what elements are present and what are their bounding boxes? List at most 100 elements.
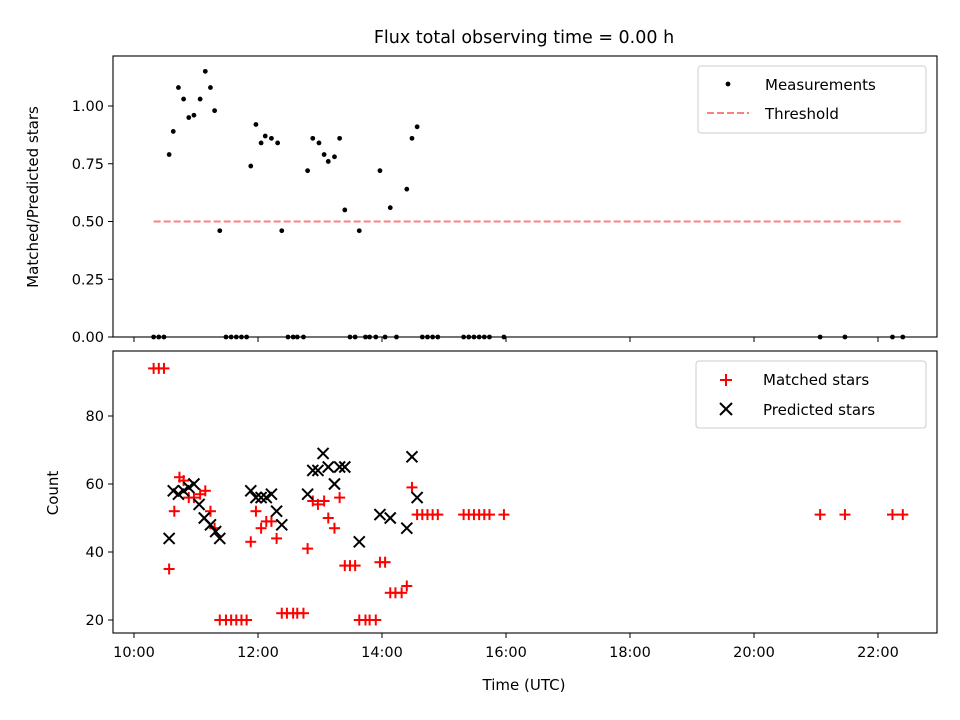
matched-star-point: [178, 475, 190, 487]
predicted-star-point: [306, 464, 319, 477]
measurement-point: [387, 205, 393, 211]
measurement-point: [258, 140, 264, 146]
matched-star-point: [158, 362, 170, 374]
matched-star-point: [241, 614, 253, 626]
predicted-star-point: [328, 477, 341, 491]
matched-star-point: [396, 587, 408, 599]
matched-star-point: [322, 512, 334, 524]
bottom-x-tick-label: 10:00: [113, 645, 155, 661]
legend-label-measurements: Measurements: [765, 76, 876, 94]
measurement-point: [305, 168, 310, 174]
measurement-point: [217, 228, 223, 234]
matched-star-point: [432, 509, 444, 521]
legend-label-predicted: Predicted stars: [763, 401, 875, 419]
measurement-point: [191, 112, 197, 118]
measurement-point: [248, 163, 254, 169]
bottom-y-ticks: 20 40 60 80: [86, 409, 113, 629]
top-legend-box: [697, 65, 927, 134]
bottom-y-axis-label: Count: [44, 471, 62, 516]
bottom-y-tick-label: 80: [86, 409, 104, 425]
top-y-tick-label: 0.50: [72, 215, 104, 231]
matched-star-point: [168, 505, 180, 517]
matched-star-point: [498, 509, 510, 521]
predicted-star-point: [192, 498, 206, 511]
measurement-point: [409, 135, 415, 141]
measurement-point: [197, 96, 203, 102]
matched-star-point: [839, 509, 851, 521]
measurement-point: [166, 152, 172, 157]
measurement-point: [181, 96, 187, 102]
matched-star-point: [334, 492, 346, 504]
predicted-star-point: [333, 460, 346, 474]
legend-label-matched: Matched stars: [763, 371, 869, 389]
predicted-star-point: [410, 491, 424, 504]
predicted-star-point: [373, 508, 387, 521]
bottom-x-tick-label: 12:00: [237, 645, 279, 661]
predicted-star-point: [249, 491, 263, 504]
predicted-star-point: [322, 460, 335, 474]
legend-marker-predicted: [719, 402, 733, 416]
predicted-star-point: [275, 518, 288, 532]
predicted-star-point: [213, 532, 226, 545]
predicted-star-point: [338, 460, 352, 474]
bottom-y-tick-label: 60: [86, 477, 104, 493]
bottom-panel: 20 40 60 80 10:00 12:00 14:00 16:00 18:00 20:00 2…: [44, 350, 938, 694]
measurement-point: [269, 135, 274, 141]
bottom-y-tick-label: 40: [86, 545, 104, 561]
chart-title: Flux total observing time = 0.00 h: [374, 28, 674, 48]
matched-star-point: [401, 580, 413, 592]
matched-star-point: [297, 607, 309, 619]
matched-star-point: [897, 509, 909, 521]
top-y-tick-label: 1.00: [72, 99, 104, 115]
bottom-x-tick-label: 16:00: [485, 645, 527, 661]
bottom-x-ticks: 10:00 12:00 14:00 16:00 18:00 20:00 22:00: [113, 633, 899, 661]
measurement-point: [342, 207, 348, 213]
predicted-star-point: [316, 447, 330, 460]
measurement-point: [212, 108, 218, 114]
measurement-point: [321, 152, 327, 157]
bottom-x-axis-label: Time (UTC): [482, 676, 566, 694]
bottom-x-tick-label: 18:00: [609, 645, 651, 661]
measurement-point: [414, 124, 420, 130]
top-y-tick-label: 0.00: [72, 330, 104, 346]
top-axes-frame: [112, 55, 938, 338]
top-panel: Flux total observing time = 0.00 h 0.000…: [24, 28, 938, 346]
predicted-star-point: [384, 511, 397, 525]
measurement-point: [332, 154, 337, 160]
measurement-point: [404, 186, 410, 192]
measurement-point: [208, 85, 213, 90]
bottom-x-tick-label: 22:00: [857, 645, 899, 661]
measurement-point: [310, 135, 316, 141]
top-y-tick-label: 0.75: [72, 157, 104, 173]
bottom-legend: Matched stars Predicted stars: [695, 360, 927, 429]
predicted-star-point: [209, 525, 222, 538]
predicted-star-point: [265, 487, 278, 501]
matched-star-point: [312, 498, 324, 510]
measurement-point: [377, 168, 383, 174]
measurement-point: [316, 140, 322, 146]
predicted-star-point: [353, 535, 366, 549]
matched-star-point: [318, 495, 330, 507]
bottom-y-tick-label: 20: [86, 613, 104, 629]
bottom-plot-area: [148, 362, 909, 626]
predicted-star-point: [162, 532, 176, 545]
matched-star-point: [199, 485, 211, 497]
measurement-point: [170, 129, 176, 134]
top-y-ticks: 0.00 0.25 0.50 0.75 1.00: [72, 99, 113, 346]
predicted-star-point: [311, 464, 325, 477]
matched-star-point: [483, 509, 495, 521]
matched-star-point: [188, 492, 200, 504]
top-legend: Measurements Threshold: [697, 65, 927, 134]
matched-star-point: [349, 560, 361, 572]
bottom-legend-box: [695, 360, 927, 429]
measurement-point: [202, 68, 208, 74]
matched-star-point: [302, 543, 314, 555]
legend-label-threshold: Threshold: [764, 105, 839, 123]
matched-star-point: [406, 481, 418, 493]
top-y-tick-label: 0.25: [72, 272, 104, 288]
predicted-star-point: [204, 518, 217, 532]
measurement-point: [262, 133, 268, 139]
measurement-point: [325, 159, 331, 164]
predicted-star-point: [301, 487, 314, 501]
